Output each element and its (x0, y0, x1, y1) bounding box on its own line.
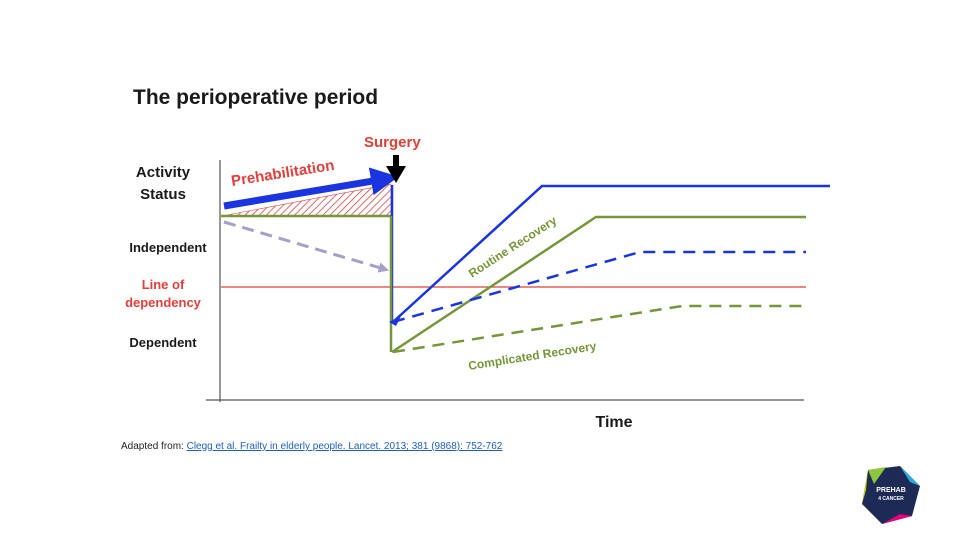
logo-text-line2: 4 CANCER (878, 496, 904, 502)
decline-dashed-arrow (223, 220, 390, 273)
y-axis-label-line2: Status (140, 186, 186, 203)
line-of-dependency-label-line1: Line of (142, 277, 185, 292)
routine-recovery-blue-line (392, 184, 830, 323)
dependent-label: Dependent (129, 335, 197, 350)
line-of-dependency-label-line2: dependency (125, 295, 202, 310)
complicated-recovery-blue-line (392, 250, 806, 324)
x-axis-label: Time (595, 414, 632, 431)
complicated-recovery-green-line (392, 304, 806, 354)
routine-recovery-green-line (391, 215, 806, 354)
complicated-recovery-label: Complicated Recovery (467, 339, 597, 373)
surgery-label: Surgery (364, 134, 421, 151)
citation-link[interactable]: Clegg et al. Frailty in elderly people. … (186, 441, 503, 452)
slide-title: The perioperative period (133, 86, 379, 109)
y-axis-label-line1: Activity (136, 164, 191, 181)
citation-prefix: Adapted from: (121, 441, 187, 452)
independent-label: Independent (129, 240, 207, 255)
prehabilitation-label: Prehabilitation (230, 157, 336, 190)
logo-text-line1: PREHAB (876, 487, 906, 494)
routine-recovery-label: Routine Recovery (466, 213, 559, 280)
prehabilitation-arrow (223, 167, 399, 210)
surgery-arrow-icon (386, 155, 406, 183)
citation: Adapted from: Clegg et al. Frailty in el… (121, 441, 502, 452)
prehab4cancer-logo: PREHAB 4 CANCER (862, 466, 920, 524)
